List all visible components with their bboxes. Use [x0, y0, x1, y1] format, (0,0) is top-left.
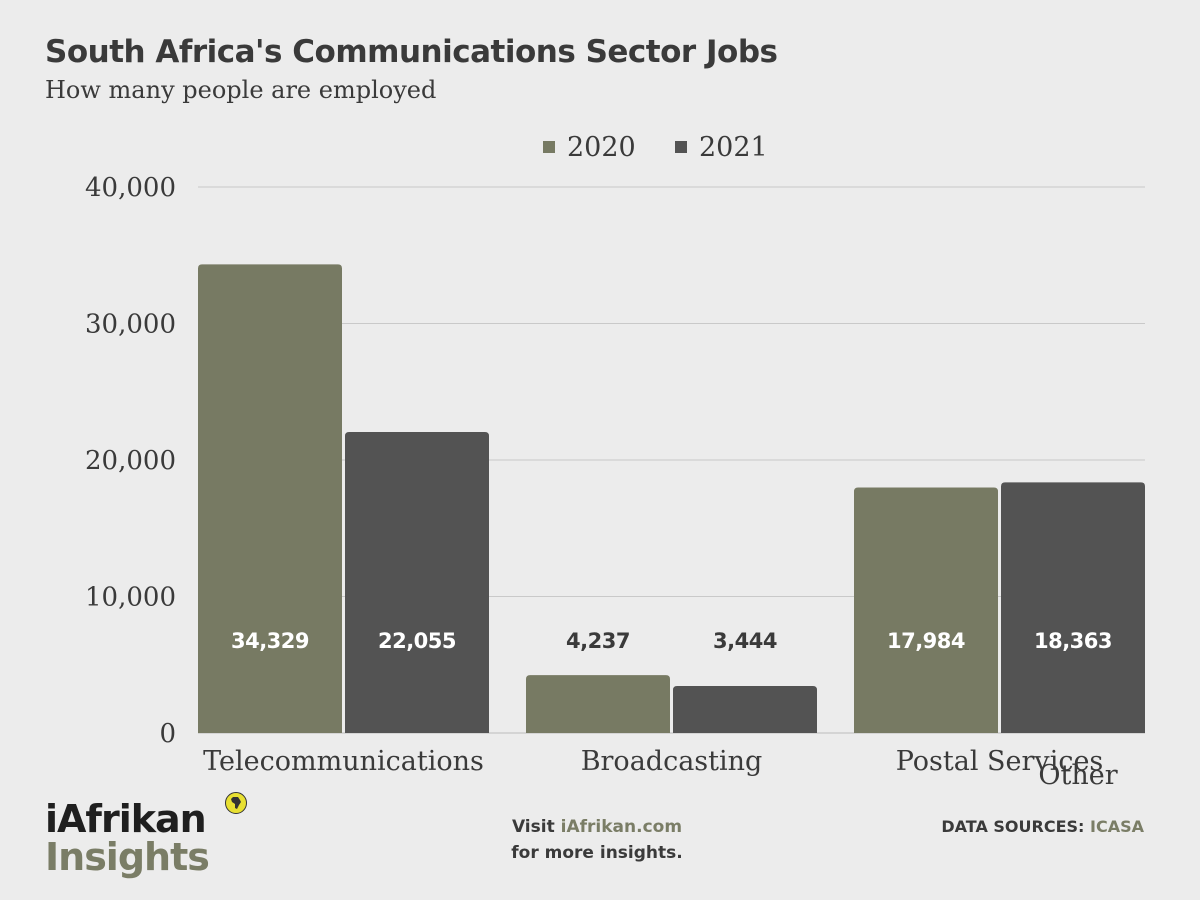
category-labels: Telecommunications Broadcasting Postal Ser… — [203, 746, 1103, 777]
data-label: 22,055 — [378, 629, 456, 653]
visit-suffix: for more insights. — [511, 843, 683, 863]
x-category-label: Postal Services — [896, 746, 1104, 777]
legend: 2020 2021 — [543, 132, 768, 163]
logo-top-text: iAfrikan — [45, 797, 207, 841]
visit-prefix: Visit — [511, 817, 561, 837]
y-axis-ticks: 0 10,000 20,000 30,000 40,000 — [85, 173, 176, 749]
other-label: Other — [1038, 760, 1117, 791]
bar-postal-services-2021 — [1001, 482, 1145, 733]
bars — [198, 264, 1145, 733]
y-tick-label: 30,000 — [85, 310, 176, 340]
y-tick-label: 40,000 — [85, 173, 176, 203]
legend-swatch-2020 — [543, 141, 555, 153]
x-category-label: Telecommunications — [203, 746, 484, 777]
y-tick-label: 0 — [159, 719, 176, 749]
africa-badge-icon — [225, 792, 247, 814]
data-label: 3,444 — [713, 629, 777, 653]
y-tick-label: 20,000 — [85, 446, 176, 476]
legend-label-2021: 2021 — [699, 132, 768, 163]
legend-label-2020: 2020 — [567, 132, 636, 163]
visit-link[interactable]: iAfrikan.com — [560, 817, 683, 837]
data-label: 34,329 — [231, 629, 309, 653]
logo-bottom-text: Insights — [45, 835, 210, 879]
legend-swatch-2021 — [675, 141, 687, 153]
x-category-label: Broadcasting — [581, 746, 763, 777]
sources-value: ICASA — [1090, 817, 1144, 836]
data-sources: DATA SOURCES: ICASA — [941, 817, 1144, 836]
bar-broadcasting-2020 — [526, 675, 670, 733]
chart-subtitle: How many people are employed — [45, 76, 437, 104]
sources-label: DATA SOURCES: — [941, 817, 1091, 836]
chart-title: South Africa's Communications Sector Job… — [45, 34, 778, 70]
bar-telecommunications-2021 — [345, 431, 489, 733]
data-label: 18,363 — [1034, 629, 1112, 653]
data-labels: 34,329 22,055 4,237 3,444 17,984 18,363 — [231, 629, 1113, 653]
iafrikan-logo: iAfrikan Insights — [45, 792, 247, 879]
bar-postal-services-2020 — [854, 487, 998, 733]
bar-telecommunications-2020 — [198, 264, 342, 733]
visit-note: Visit iAfrikan.com for more insights. — [482, 814, 712, 866]
data-label: 17,984 — [887, 629, 965, 653]
data-label: 4,237 — [566, 629, 630, 653]
y-tick-label: 10,000 — [85, 583, 176, 613]
bar-broadcasting-2021 — [673, 685, 817, 733]
